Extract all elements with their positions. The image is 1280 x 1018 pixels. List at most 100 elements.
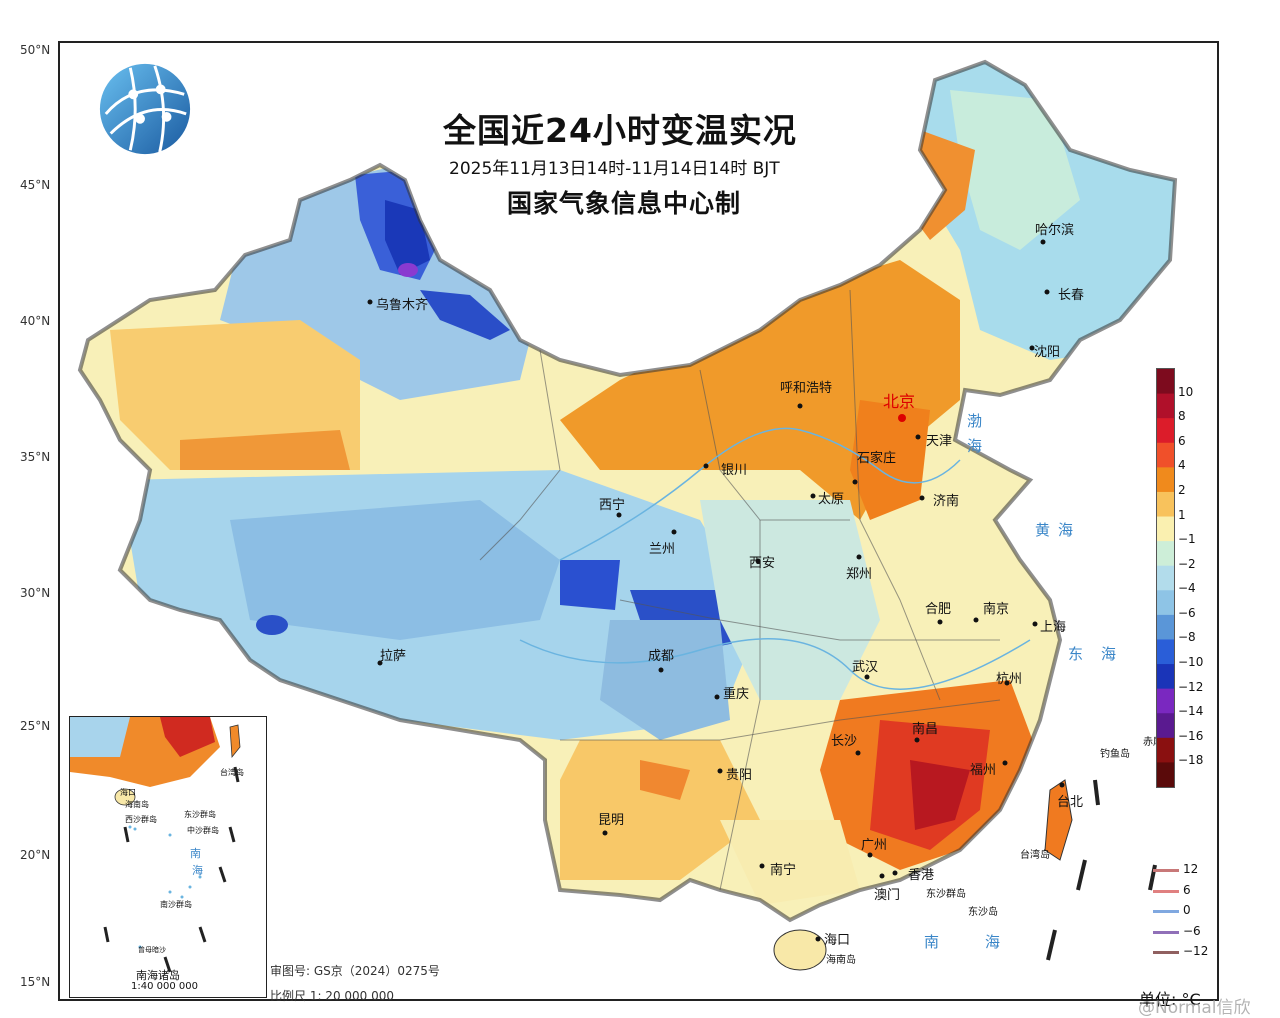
- city-label: 石家庄: [857, 451, 897, 466]
- city-label: 香港: [908, 868, 935, 883]
- legend-swatch: [1157, 442, 1174, 468]
- city-label: 成都: [648, 649, 675, 664]
- inset-map: [70, 717, 241, 973]
- city-label: 武汉: [852, 660, 879, 675]
- city-label: 西宁: [599, 498, 626, 513]
- legend-tick-label: −6: [1178, 605, 1196, 620]
- cma-logo-icon: [99, 63, 191, 155]
- legend-swatch: [1157, 713, 1174, 739]
- map-frame: [58, 41, 1219, 1001]
- line-legend-label: −6: [1183, 923, 1201, 938]
- legend-tick-label: 4: [1178, 458, 1186, 473]
- city-label: 太原: [818, 492, 845, 507]
- city-label: 沈阳: [1034, 345, 1061, 360]
- sea-label-huanghai: 黄海: [1035, 521, 1082, 539]
- line-legend-label: 6: [1183, 882, 1191, 897]
- city-label: 乌鲁木齐: [376, 298, 429, 313]
- legend-tick-label: −14: [1178, 704, 1204, 719]
- legend-tick-label: −1: [1178, 532, 1196, 547]
- place-label: 台湾岛: [1020, 850, 1050, 861]
- lat-label: 50°N: [20, 43, 51, 57]
- city-label: 拉萨: [380, 649, 407, 664]
- lat-label: 35°N: [20, 450, 51, 464]
- map-maker: 国家气象信息中心制: [507, 189, 742, 218]
- legend-swatch: [1157, 541, 1174, 567]
- line-legend-swatch: [1153, 930, 1179, 934]
- city-label: 广州: [861, 838, 888, 853]
- legend-swatch: [1157, 590, 1174, 616]
- legend-swatch: [1157, 491, 1174, 518]
- legend-swatch: [1157, 393, 1174, 419]
- city-label: 杭州: [996, 672, 1023, 687]
- inset-label: 海口: [120, 788, 136, 797]
- line-legend-label: 12: [1183, 862, 1199, 876]
- legend-tick-label: 2: [1178, 482, 1186, 497]
- sea-boundary-dashes: [1046, 779, 1157, 961]
- city-label: 台北: [1057, 795, 1084, 810]
- review-number: 审图号: GS京（2024）0275号: [270, 964, 440, 978]
- legend-tick-label: 8: [1178, 409, 1186, 424]
- map-scale: 比例尺 1: 20 000 000: [270, 989, 395, 1003]
- line-legend-swatch: [1153, 869, 1179, 872]
- place-label: 海南岛: [826, 955, 856, 966]
- legend-swatch: [1157, 614, 1174, 640]
- sea-label-nanhai: 南海: [924, 933, 1047, 951]
- city-label: 合肥: [925, 602, 952, 617]
- map-title: 全国近24小时变温实况: [443, 111, 797, 150]
- legend-swatch: [1157, 369, 1174, 395]
- unit-label: 单位: °C: [1139, 990, 1201, 1009]
- legend-tick-label: 1: [1178, 507, 1186, 522]
- lat-label: 20°N: [20, 848, 51, 862]
- province-borders: [479, 289, 1001, 891]
- legend-tick-label: −2: [1178, 556, 1196, 571]
- lat-label: 15°N: [20, 975, 51, 989]
- legend-swatch: [1157, 565, 1174, 591]
- city-label: 南昌: [912, 722, 939, 737]
- city-label: 长春: [1058, 288, 1085, 303]
- legend-swatch: [1157, 762, 1174, 787]
- map-subtitle: 2025年11月13日14时-11月14日14时 BJT: [449, 159, 780, 179]
- inset-label: 海: [192, 864, 211, 877]
- inset-label: 东沙群岛: [184, 810, 216, 819]
- color-legend-bar: [1156, 368, 1175, 788]
- legend-tick-label: −8: [1178, 630, 1196, 645]
- legend-tick-label: −18: [1178, 753, 1204, 768]
- legend-tick-label: 10: [1178, 384, 1194, 399]
- inset-label: 台湾岛: [220, 768, 244, 777]
- inset-title: 南海诸岛: [136, 969, 180, 982]
- legend-swatch: [1157, 688, 1174, 714]
- legend-swatch: [1157, 418, 1174, 444]
- city-label: 昆明: [598, 813, 625, 828]
- city-label: 南宁: [770, 863, 797, 878]
- inset-label: 曾母暗沙: [138, 946, 166, 954]
- lat-label: 40°N: [20, 314, 51, 328]
- city-label: 兰州: [649, 542, 676, 557]
- sea-label-bohai: 渤海: [965, 413, 983, 463]
- rivers: [519, 427, 1031, 690]
- city-label: 海口: [824, 933, 851, 948]
- legend-tick-label: −16: [1178, 728, 1204, 743]
- city-label: 西安: [749, 556, 776, 571]
- taiwan-island: [1044, 779, 1073, 861]
- inset-label: 中沙群岛: [187, 826, 219, 835]
- city-label: 重庆: [723, 687, 750, 702]
- sea-label-donghai: 东海: [1068, 645, 1135, 663]
- city-label: 贵阳: [726, 768, 753, 783]
- city-label: 郑州: [846, 567, 873, 582]
- line-legend-label: 0: [1183, 903, 1191, 917]
- city-label: 南京: [983, 602, 1010, 617]
- city-label: 呼和浩特: [780, 381, 833, 396]
- legend-tick-label: −12: [1178, 679, 1204, 694]
- place-label: 东沙岛: [968, 907, 998, 918]
- legend-tick-label: 6: [1178, 433, 1186, 448]
- city-label: 哈尔滨: [1035, 223, 1075, 238]
- legend-swatch: [1157, 639, 1174, 665]
- inset-scale: 1:40 000 000: [131, 981, 198, 992]
- city-label: 澳门: [874, 888, 901, 903]
- lat-label: 30°N: [20, 586, 51, 600]
- beijing-star-icon: [898, 414, 906, 422]
- legend-tick-label: −4: [1178, 581, 1196, 596]
- legend-swatch: [1157, 467, 1174, 493]
- city-label: 长沙: [831, 734, 858, 749]
- lat-label: 25°N: [20, 719, 51, 733]
